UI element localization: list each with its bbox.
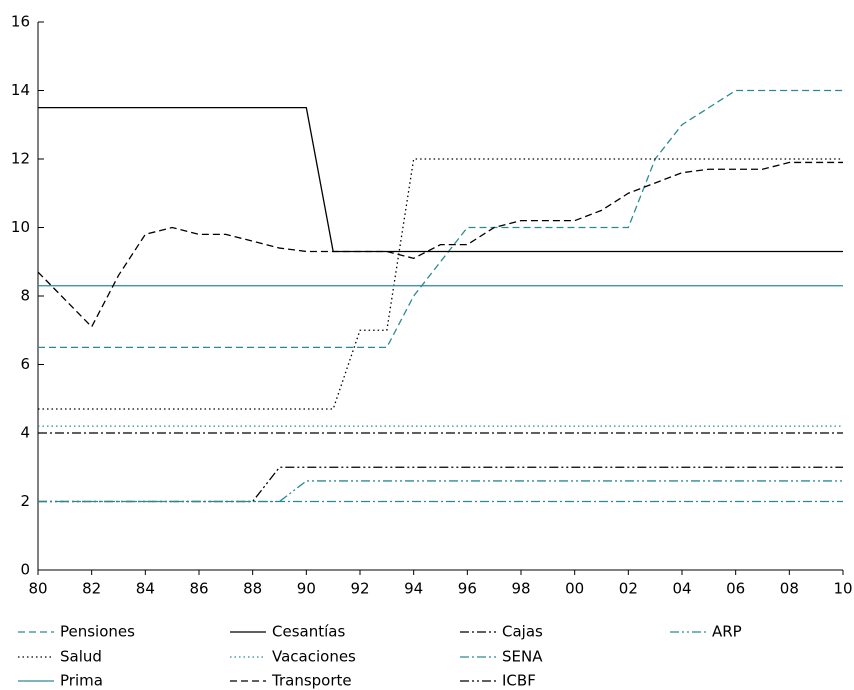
y-tick-label: 4 [20, 424, 30, 442]
series-line [38, 106, 843, 253]
x-tick-label: 94 [404, 580, 423, 598]
legend-label: Transporte [271, 672, 352, 690]
x-tick-label: 96 [458, 580, 477, 598]
y-tick-label: 14 [11, 81, 30, 99]
y-tick-label: 10 [11, 218, 30, 236]
legend-label: Prima [60, 672, 103, 690]
series-line [37, 161, 843, 328]
x-tick-label: 80 [28, 580, 47, 598]
x-tick-label: 88 [243, 580, 262, 598]
y-tick-label: 16 [11, 13, 30, 31]
x-tick-label: 92 [350, 580, 369, 598]
x-tick-label: 82 [82, 580, 101, 598]
series-line [38, 466, 843, 503]
x-tick-label: 98 [511, 580, 530, 598]
legend-label: Pensiones [60, 623, 135, 641]
y-tick-label: 8 [20, 287, 30, 305]
legend-label: ARP [712, 623, 742, 641]
x-tick-label: 86 [189, 580, 208, 598]
legend-label: ICBF [502, 672, 536, 690]
series-line [38, 480, 843, 503]
y-tick-label: 12 [11, 150, 30, 168]
x-tick-label: 06 [726, 580, 745, 598]
legend-label: Cesantías [272, 623, 345, 641]
legend-label: Vacaciones [272, 648, 356, 666]
x-tick-label: 04 [672, 580, 691, 598]
series-line [38, 89, 843, 349]
x-tick-label: 10 [833, 580, 852, 598]
legend-label: SENA [502, 648, 543, 666]
series-line [38, 158, 843, 410]
x-tick-label: 90 [297, 580, 316, 598]
legend-label: Salud [60, 648, 102, 666]
x-tick-label: 84 [136, 580, 155, 598]
y-tick-label: 2 [20, 492, 30, 510]
x-tick-label: 00 [565, 580, 584, 598]
x-tick-label: 02 [619, 580, 638, 598]
y-tick-label: 0 [20, 561, 30, 579]
y-tick-label: 6 [20, 355, 30, 373]
x-tick-label: 08 [780, 580, 799, 598]
legend-label: Cajas [502, 623, 543, 641]
